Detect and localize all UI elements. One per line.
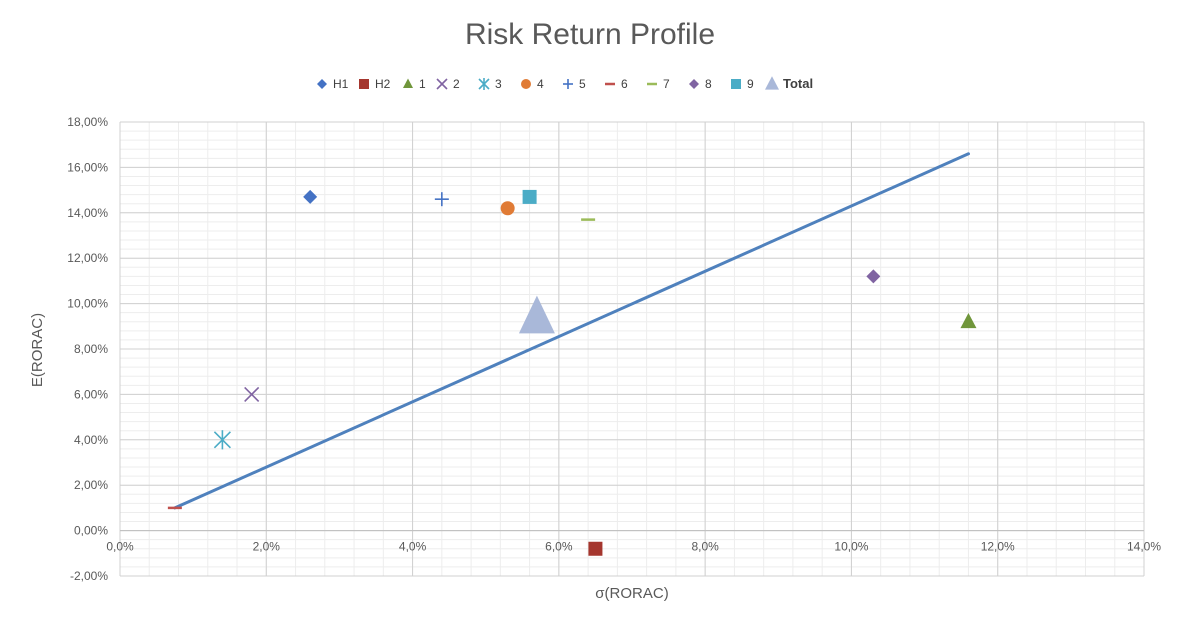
y-axis-label: E(RORAC) [29,313,46,387]
y-tick-label: 14,00% [67,206,108,220]
legend-item-h1: H1 [317,77,349,91]
legend-item-3: 3 [478,77,502,91]
legend-label: Total [783,76,813,91]
x-tick-label: 12,0% [981,540,1015,554]
point-8 [866,269,881,284]
legend-marker [563,79,573,89]
y-tick-label: 12,00% [67,251,108,265]
x-tick-label: 8,0% [691,540,719,554]
chart-title: Risk Return Profile [465,18,715,51]
legend-item-6: 6 [605,77,628,91]
legend-item-1: 1 [403,77,426,91]
point-h1 [303,189,318,204]
point-2 [244,386,260,402]
trend-line [173,152,970,510]
legend-item-5: 5 [563,77,586,91]
legend-item-8: 8 [689,77,712,91]
legend-label: 9 [747,77,754,91]
grid [119,121,1145,577]
x-tick-label: 6,0% [545,540,573,554]
legend-label: 7 [663,77,670,91]
y-tick-label: -2,00% [70,569,108,583]
legend-marker [521,79,531,89]
point-3 [213,430,231,450]
legend-label: 8 [705,77,712,91]
legend: H1 H2 1 2 3 4 5 6 7 8 9 Total [317,76,813,91]
legend-item-total: Total [765,76,813,91]
y-tick-label: 0,00% [74,524,108,538]
point-total [518,295,555,334]
point-9 [522,189,537,204]
legend-label: H1 [333,77,349,91]
points [167,189,977,556]
x-axis-label: σ(RORAC) [595,585,668,602]
x-tick-label: 10,0% [834,540,868,554]
legend-item-2: 2 [436,77,460,91]
legend-label: H2 [375,77,391,91]
y-tick-label: 2,00% [74,478,108,492]
x-tick-label: 2,0% [253,540,281,554]
legend-marker [478,78,490,90]
legend-marker [689,79,699,89]
legend-label: 3 [495,77,502,91]
x-tick-label: 0,0% [106,540,134,554]
legend-marker [765,76,779,90]
point-5 [434,192,449,207]
legend-item-h2: H2 [359,77,391,91]
y-tick-label: 6,00% [74,387,108,401]
legend-marker [359,79,369,89]
point-4 [500,201,515,216]
legend-marker [436,78,448,90]
legend-label: 6 [621,77,628,91]
y-tick-label: 10,00% [67,297,108,311]
legend-marker [403,78,413,88]
legend-item-9: 9 [731,77,754,91]
tick-labels: 0,0% 2,0% 4,0% 6,0% 8,0% 10,0% 12,0% 14,0% -2,00… [67,115,1161,583]
y-tick-label: 18,00% [67,115,108,129]
legend-label: 5 [579,77,586,91]
point-h2 [588,541,603,556]
line-layer [173,152,970,510]
legend-marker [731,79,741,89]
y-tick-label: 8,00% [74,342,108,356]
legend-item-7: 7 [647,77,670,91]
legend-marker [317,79,327,89]
x-tick-label: 4,0% [399,540,427,554]
point-1 [960,312,977,329]
legend-label: 1 [419,77,426,91]
legend-label: 2 [453,77,460,91]
y-tick-label: 4,00% [74,433,108,447]
x-tick-label: 14,0% [1127,540,1161,554]
legend-item-4: 4 [521,77,544,91]
y-tick-label: 16,00% [67,160,108,174]
legend-label: 4 [537,77,544,91]
